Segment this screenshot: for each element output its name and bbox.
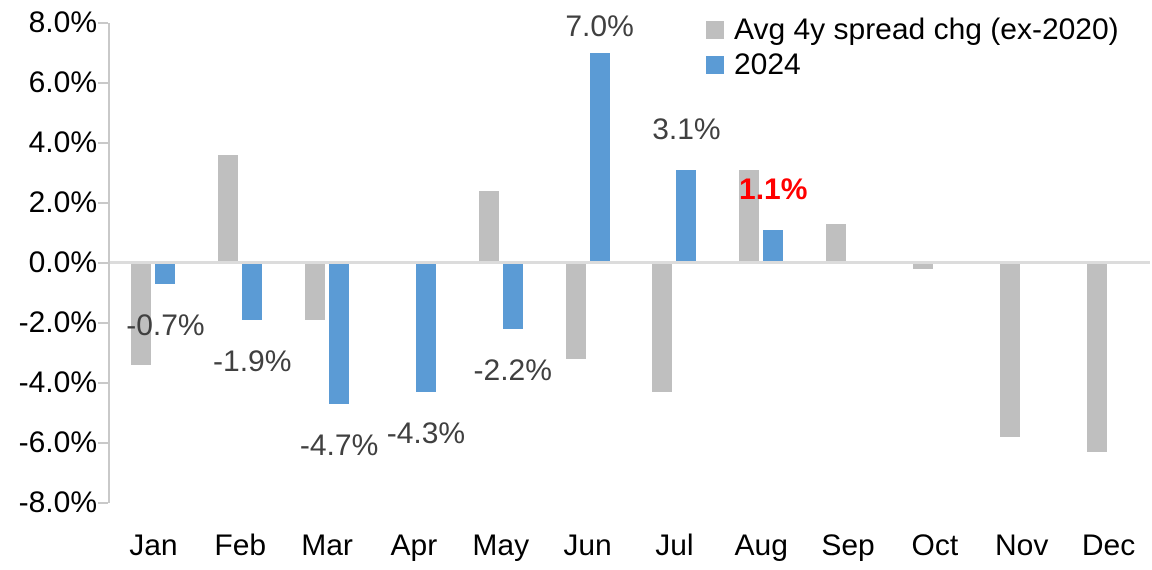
bar-2024-aug	[763, 230, 784, 263]
x-axis-label-feb: Feb	[214, 529, 267, 562]
zero-gridline	[110, 261, 1150, 264]
y-axis-tick	[98, 202, 108, 204]
bar-avg-sep	[826, 224, 847, 263]
bar-2024-feb	[242, 263, 263, 320]
y-axis-tick	[98, 382, 108, 384]
bar-avg-jul	[652, 263, 673, 392]
y-axis-tick-label: -8.0%	[18, 486, 97, 519]
legend-swatch-avg-series	[706, 20, 724, 39]
y-axis-line	[108, 23, 110, 503]
bar-2024-jul	[676, 170, 697, 263]
x-axis-label-jul: Jul	[655, 529, 694, 562]
data-label-feb: -1.9%	[213, 345, 292, 378]
legend-label-avg-series: Avg 4y spread chg (ex-2020)	[734, 13, 1119, 46]
y-axis-tick	[98, 142, 108, 144]
y-axis-tick-label: 6.0%	[28, 66, 97, 99]
y-axis-tick	[98, 322, 108, 324]
x-axis-label-nov: Nov	[995, 529, 1049, 562]
legend-item-avg-series: Avg 4y spread chg (ex-2020)	[706, 12, 1119, 47]
y-axis-tick-label: 2.0%	[28, 186, 97, 219]
bar-2024-may	[502, 263, 523, 329]
legend-label-2024-series: 2024	[734, 48, 801, 81]
x-axis-label-dec: Dec	[1081, 529, 1136, 562]
bar-2024-mar	[329, 263, 350, 404]
bar-avg-nov	[999, 263, 1020, 437]
y-axis-tick	[98, 82, 108, 84]
x-axis-label-oct: Oct	[911, 529, 959, 562]
data-label-apr: -4.3%	[386, 417, 466, 450]
data-label-jan: -0.7%	[126, 309, 205, 342]
legend-swatch-2024-series	[706, 55, 724, 74]
y-axis-tick	[98, 262, 108, 264]
y-axis-tick-label: 8.0%	[28, 6, 97, 39]
bar-avg-jan	[131, 263, 152, 365]
data-label-jun: 7.0%	[565, 10, 634, 43]
data-label-jul: 3.1%	[652, 113, 721, 146]
legend: Avg 4y spread chg (ex-2020) 2024	[706, 12, 1119, 82]
bar-avg-oct	[912, 263, 933, 269]
y-axis-tick	[98, 502, 108, 504]
x-axis-label-aug: Aug	[734, 529, 788, 562]
data-label-aug: 1.1%	[739, 173, 808, 206]
x-axis-label-sep: Sep	[821, 529, 875, 562]
y-axis-tick-label: 4.0%	[28, 126, 97, 159]
y-axis-tick	[98, 22, 108, 24]
y-axis-tick-label: 0.0%	[28, 246, 97, 279]
bar-avg-mar	[305, 263, 326, 320]
bar-avg-feb	[218, 155, 239, 263]
bar-2024-jan	[155, 263, 176, 284]
y-axis-tick-label: -6.0%	[18, 426, 97, 459]
x-axis-label-mar: Mar	[301, 529, 353, 562]
legend-item-2024-series: 2024	[706, 47, 1119, 82]
bar-2024-apr	[415, 263, 436, 392]
y-axis-tick-label: -4.0%	[18, 366, 97, 399]
x-axis-label-may: May	[472, 529, 530, 562]
data-label-mar: -4.7%	[299, 429, 379, 462]
bar-avg-dec	[1086, 263, 1107, 452]
x-axis-label-jun: Jun	[563, 529, 612, 562]
y-axis-tick-label: -2.0%	[18, 306, 97, 339]
bar-2024-jun	[589, 53, 610, 263]
x-axis-label-jan: Jan	[129, 529, 178, 562]
x-axis-label-apr: Apr	[390, 529, 438, 562]
data-label-may: -2.2%	[473, 354, 552, 387]
y-axis-tick	[98, 442, 108, 444]
bar-avg-aug	[739, 170, 760, 263]
bar-avg-may	[478, 191, 499, 263]
bar-avg-jun	[565, 263, 586, 359]
